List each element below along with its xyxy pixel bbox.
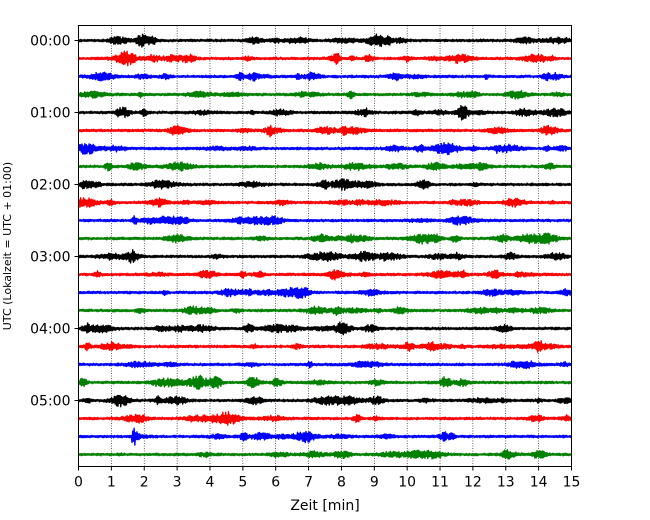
- y-tick-label: 05:00: [30, 394, 70, 410]
- trace-0100: [77, 104, 573, 121]
- x-tick-label: 10: [398, 475, 416, 491]
- y-tick-label: 01:00: [30, 106, 70, 122]
- plot-frame: [78, 25, 572, 467]
- x-tick-label: 15: [563, 475, 581, 491]
- y-tick-label: 03:00: [30, 250, 70, 266]
- trace-0030: [77, 71, 573, 82]
- trace-0200: [77, 178, 573, 191]
- trace-0045: [77, 89, 573, 100]
- trace-0500: [77, 394, 573, 408]
- trace-0300: [77, 249, 573, 264]
- y-tick-label: 04:00: [30, 322, 70, 338]
- x-tick-label: 6: [271, 475, 280, 491]
- x-tick-label: 14: [530, 475, 548, 491]
- trace-0315: [77, 269, 573, 281]
- y-tick-label: 02:00: [30, 178, 70, 194]
- x-tick-label: 9: [370, 475, 379, 491]
- trace-0000: [77, 33, 573, 48]
- trace-0145: [77, 161, 573, 172]
- trace-0015: [77, 50, 573, 67]
- trace-0530: [77, 427, 573, 446]
- x-tick-label: 12: [464, 475, 482, 491]
- y-axis-ticks: 00:00 01:00 02:00 03:00 04:00 05:00: [30, 34, 79, 410]
- seismic-traces: [77, 33, 573, 460]
- grid-lines: [111, 25, 539, 467]
- x-tick-label: 3: [173, 475, 182, 491]
- x-tick-label: 1: [107, 475, 116, 491]
- trace-0415: [77, 340, 573, 353]
- trace-0345: [77, 305, 573, 317]
- x-axis-ticks: 0 1 2 3 4 5 6 7 8 9 10 11 12 13 14 15: [74, 466, 581, 491]
- x-tick-label: 2: [140, 475, 149, 491]
- x-tick-label: 8: [337, 475, 346, 491]
- trace-0245: [77, 232, 573, 245]
- trace-0115: [77, 124, 573, 138]
- trace-0330: [77, 286, 573, 300]
- x-tick-label: 11: [431, 475, 449, 491]
- x-axis-label: Zeit [min]: [290, 498, 359, 514]
- trace-0230: [77, 215, 573, 226]
- y-axis-label: UTC (Lokalzeit = UTC + 01:00): [1, 162, 14, 330]
- y-tick-label: 00:00: [30, 34, 70, 50]
- x-tick-label: 7: [304, 475, 313, 491]
- x-tick-label: 0: [74, 475, 83, 491]
- x-tick-label: 5: [238, 475, 247, 491]
- trace-0445: [77, 374, 573, 390]
- trace-0130: [77, 141, 573, 156]
- trace-0215: [77, 197, 573, 208]
- trace-0515: [77, 411, 573, 426]
- x-tick-label: 4: [206, 475, 215, 491]
- trace-0430: [77, 360, 573, 370]
- x-tick-label: 13: [497, 475, 515, 491]
- trace-0400: [77, 321, 573, 336]
- trace-0545: [77, 449, 573, 460]
